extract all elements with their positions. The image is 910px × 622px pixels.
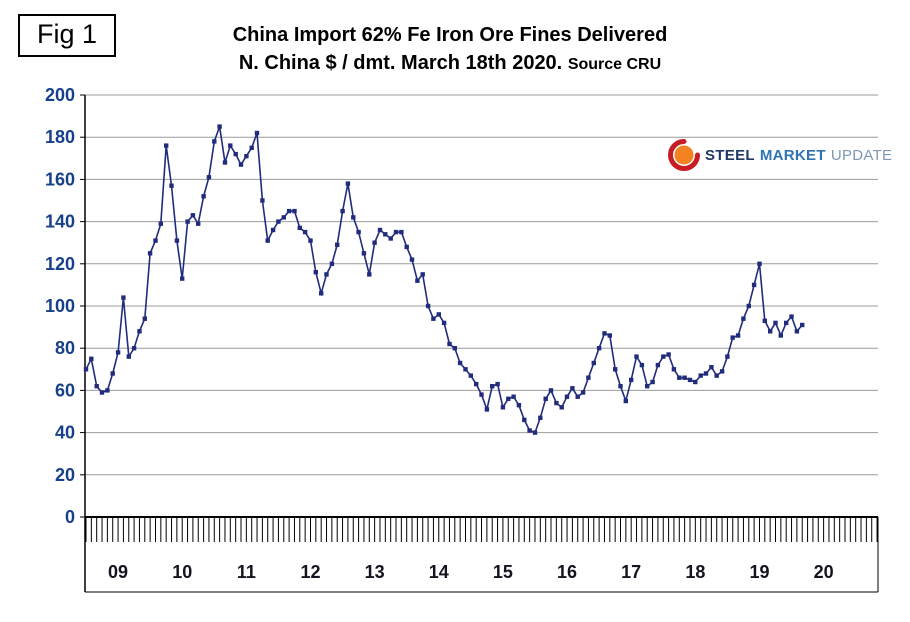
svg-text:200: 200: [45, 85, 75, 105]
svg-text:14: 14: [429, 562, 449, 582]
figure-label: Fig 1: [18, 14, 117, 57]
svg-text:40: 40: [55, 423, 75, 443]
svg-text:12: 12: [300, 562, 320, 582]
y-gridlines: [85, 94, 878, 476]
chart-title-block: China Import 62% Fe Iron Ore Fines Deliv…: [100, 22, 800, 79]
svg-text:60: 60: [55, 380, 75, 400]
smu-swoosh-icon: [668, 139, 700, 171]
smu-logo: STEEL MARKET UPDATE: [668, 139, 892, 171]
chart-title-line2: N. China $ / dmt. March 18th 2020. Sourc…: [100, 49, 800, 79]
logo-word-steel: STEEL: [705, 146, 755, 164]
svg-text:0: 0: [65, 507, 75, 527]
chart-title-line1: China Import 62% Fe Iron Ore Fines Deliv…: [232, 24, 668, 46]
smu-icon-swoosh: [668, 139, 700, 171]
svg-text:19: 19: [749, 562, 769, 582]
logo-word-market: MARKET: [759, 146, 826, 164]
svg-text:15: 15: [493, 562, 513, 582]
svg-text:17: 17: [621, 562, 641, 582]
price-line: [85, 126, 803, 434]
svg-text:20: 20: [814, 562, 834, 582]
svg-text:20: 20: [55, 465, 75, 485]
month-tick-marks: [85, 517, 878, 542]
svg-text:160: 160: [45, 169, 75, 189]
svg-text:180: 180: [45, 127, 75, 147]
data-point-markers: [83, 124, 805, 435]
svg-text:100: 100: [45, 296, 75, 316]
svg-text:140: 140: [45, 212, 75, 232]
x-axis-year-labels: 09 10 11 12 13 14 15 16 17 18 19 20: [108, 562, 834, 582]
svg-text:80: 80: [55, 338, 75, 358]
svg-text:13: 13: [365, 562, 385, 582]
svg-text:120: 120: [45, 254, 75, 274]
svg-text:11: 11: [237, 562, 256, 582]
smu-icon-circle: [674, 145, 694, 165]
chart-subtitle: N. China $ / dmt. March 18th 2020.: [238, 52, 563, 74]
svg-text:18: 18: [685, 562, 705, 582]
svg-text:10: 10: [172, 562, 192, 582]
chart-source: Source CRU: [567, 56, 662, 73]
svg-text:09: 09: [108, 562, 128, 582]
svg-text:16: 16: [557, 562, 577, 582]
logo-word-update: UPDATE: [830, 146, 893, 164]
